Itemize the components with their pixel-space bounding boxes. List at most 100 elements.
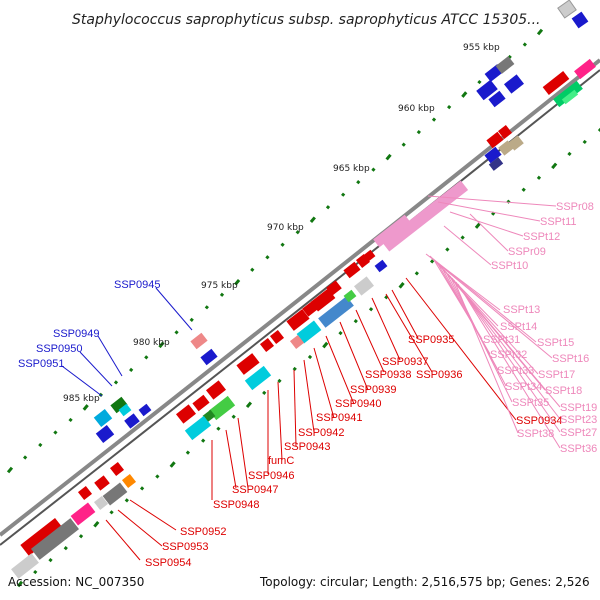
scale-tick <box>48 557 53 563</box>
scale-tick <box>309 216 316 223</box>
scale-tick <box>356 180 361 185</box>
scale-tick <box>158 341 165 349</box>
topology-text: Topology: circular; Length: 2,516,575 bp… <box>259 575 590 589</box>
scale-tick <box>174 330 179 335</box>
gene-label-ssp0952: SSP0952 <box>180 526 226 538</box>
gene-label-sspt10: SSPt10 <box>491 260 528 272</box>
scale-tick <box>414 271 419 276</box>
scale-tick <box>6 466 14 474</box>
gene-label-sspt33: SSPt33 <box>497 365 534 377</box>
scale-tick <box>113 380 119 385</box>
scale-tick <box>185 450 191 455</box>
scale-tick <box>292 366 297 372</box>
scale-tick <box>474 222 481 229</box>
scale-tick <box>16 580 24 588</box>
scale-tick <box>109 510 114 515</box>
scale-tick <box>582 139 587 145</box>
gene-label-ssp0946: SSP0946 <box>248 470 294 482</box>
scale-tick <box>567 151 572 157</box>
scale-tick <box>204 305 209 310</box>
gene-label-sspt34: SSPt34 <box>505 381 542 393</box>
reverse-genes <box>11 259 388 579</box>
scale-tick <box>169 461 176 468</box>
gene-label-fumc: fumC <box>268 455 294 467</box>
gene-label-sspt15: SSPt15 <box>537 337 574 349</box>
gene-label-sspt27: SSPt27 <box>560 427 597 439</box>
scale-tick <box>189 317 194 322</box>
gene-label-ssp0947: SSP0947 <box>232 484 278 496</box>
genome-backbone <box>0 58 600 537</box>
scale-tick <box>216 426 221 431</box>
scale-tick <box>201 438 206 443</box>
corner-markers <box>557 0 589 29</box>
genome-title: Staphylococcus saprophyticus subsp. sapr… <box>72 12 541 28</box>
kbp-label: 965 kbp <box>333 164 370 174</box>
trna-leader-line <box>455 281 561 433</box>
gene-label-sspt11: SSPt11 <box>540 216 577 228</box>
gene-label-sspt38: SSPt38 <box>517 428 554 440</box>
scale-tick <box>522 42 527 47</box>
scale-tick <box>295 230 300 235</box>
scale-tick <box>63 546 68 551</box>
scale-tick <box>144 355 149 360</box>
scale-tick <box>53 430 58 435</box>
scale-tick <box>245 401 253 409</box>
gene-label-ssp0941: SSP0941 <box>316 412 362 424</box>
scale-tick <box>385 153 392 161</box>
gene-label-sspt32: SSPt32 <box>490 349 527 361</box>
gene-label-sspt14: SSPt14 <box>500 321 537 333</box>
scale-tick <box>521 187 526 192</box>
scale-tick <box>124 498 129 503</box>
scale-tick <box>231 414 236 419</box>
trna-leader-line <box>453 279 519 434</box>
trna-leader-line <box>427 195 557 207</box>
gene-label-ssp0954: SSP0954 <box>145 557 191 569</box>
gene-label-ssp0934: SSP0934 <box>516 415 562 427</box>
scale-tick <box>536 28 544 36</box>
trna-leader-line <box>437 201 541 222</box>
scale-tick <box>23 455 28 460</box>
gene-label-sspr08: SSPr08 <box>556 201 594 213</box>
gene-label-sspt16: SSPt16 <box>552 353 589 365</box>
gene-label-ssp0948: SSP0948 <box>213 499 259 511</box>
scale-tick <box>398 282 405 289</box>
scale-tick <box>155 474 160 479</box>
leader-lines <box>61 277 517 561</box>
scale-tick <box>234 279 241 286</box>
scale-tick <box>429 259 435 264</box>
trna-leader-line <box>443 225 492 266</box>
forward-genes <box>20 56 596 557</box>
outer-scale-ticks <box>6 28 544 474</box>
kbp-label: 975 kbp <box>201 281 238 291</box>
scale-tick <box>551 162 558 170</box>
scale-tick <box>78 534 84 539</box>
scale-tick <box>368 307 374 312</box>
gene-label-ssp0942: SSP0942 <box>298 427 344 439</box>
kbp-label: 980 kbp <box>133 338 170 348</box>
inner-scale-ticks <box>16 127 600 588</box>
trna-leader-line <box>469 213 509 252</box>
scale-tick <box>431 117 437 122</box>
scale-tick <box>338 330 343 336</box>
scale-tick <box>93 521 100 528</box>
gene-label-ssp0939: SSP0939 <box>350 384 396 396</box>
gene-label-ssp0938: SSP0938 <box>365 369 411 381</box>
gene-label-ssp0953: SSP0953 <box>162 541 208 553</box>
scale-tick <box>353 319 358 324</box>
scale-tick <box>325 205 331 210</box>
trna-leader-line <box>431 257 537 343</box>
gene-label-sspt31: SSPt31 <box>483 334 520 346</box>
trna-leader-line <box>447 273 561 408</box>
scale-tick <box>38 442 43 448</box>
trna-leader-lines <box>425 195 561 449</box>
kbp-label: 960 kbp <box>398 104 435 114</box>
gene-label-ssp0937: SSP0937 <box>382 356 428 368</box>
scale-tick <box>262 390 267 395</box>
scale-tick <box>307 354 313 360</box>
scale-tick <box>139 486 145 491</box>
scale-tick <box>461 91 468 98</box>
gene-label-sspt36: SSPt36 <box>560 443 597 455</box>
gene-label-sspt35: SSPt35 <box>512 397 549 409</box>
kbp-axis: 955 kbp 960 kbp 965 kbp 970 kbp 975 kbp … <box>63 43 500 404</box>
